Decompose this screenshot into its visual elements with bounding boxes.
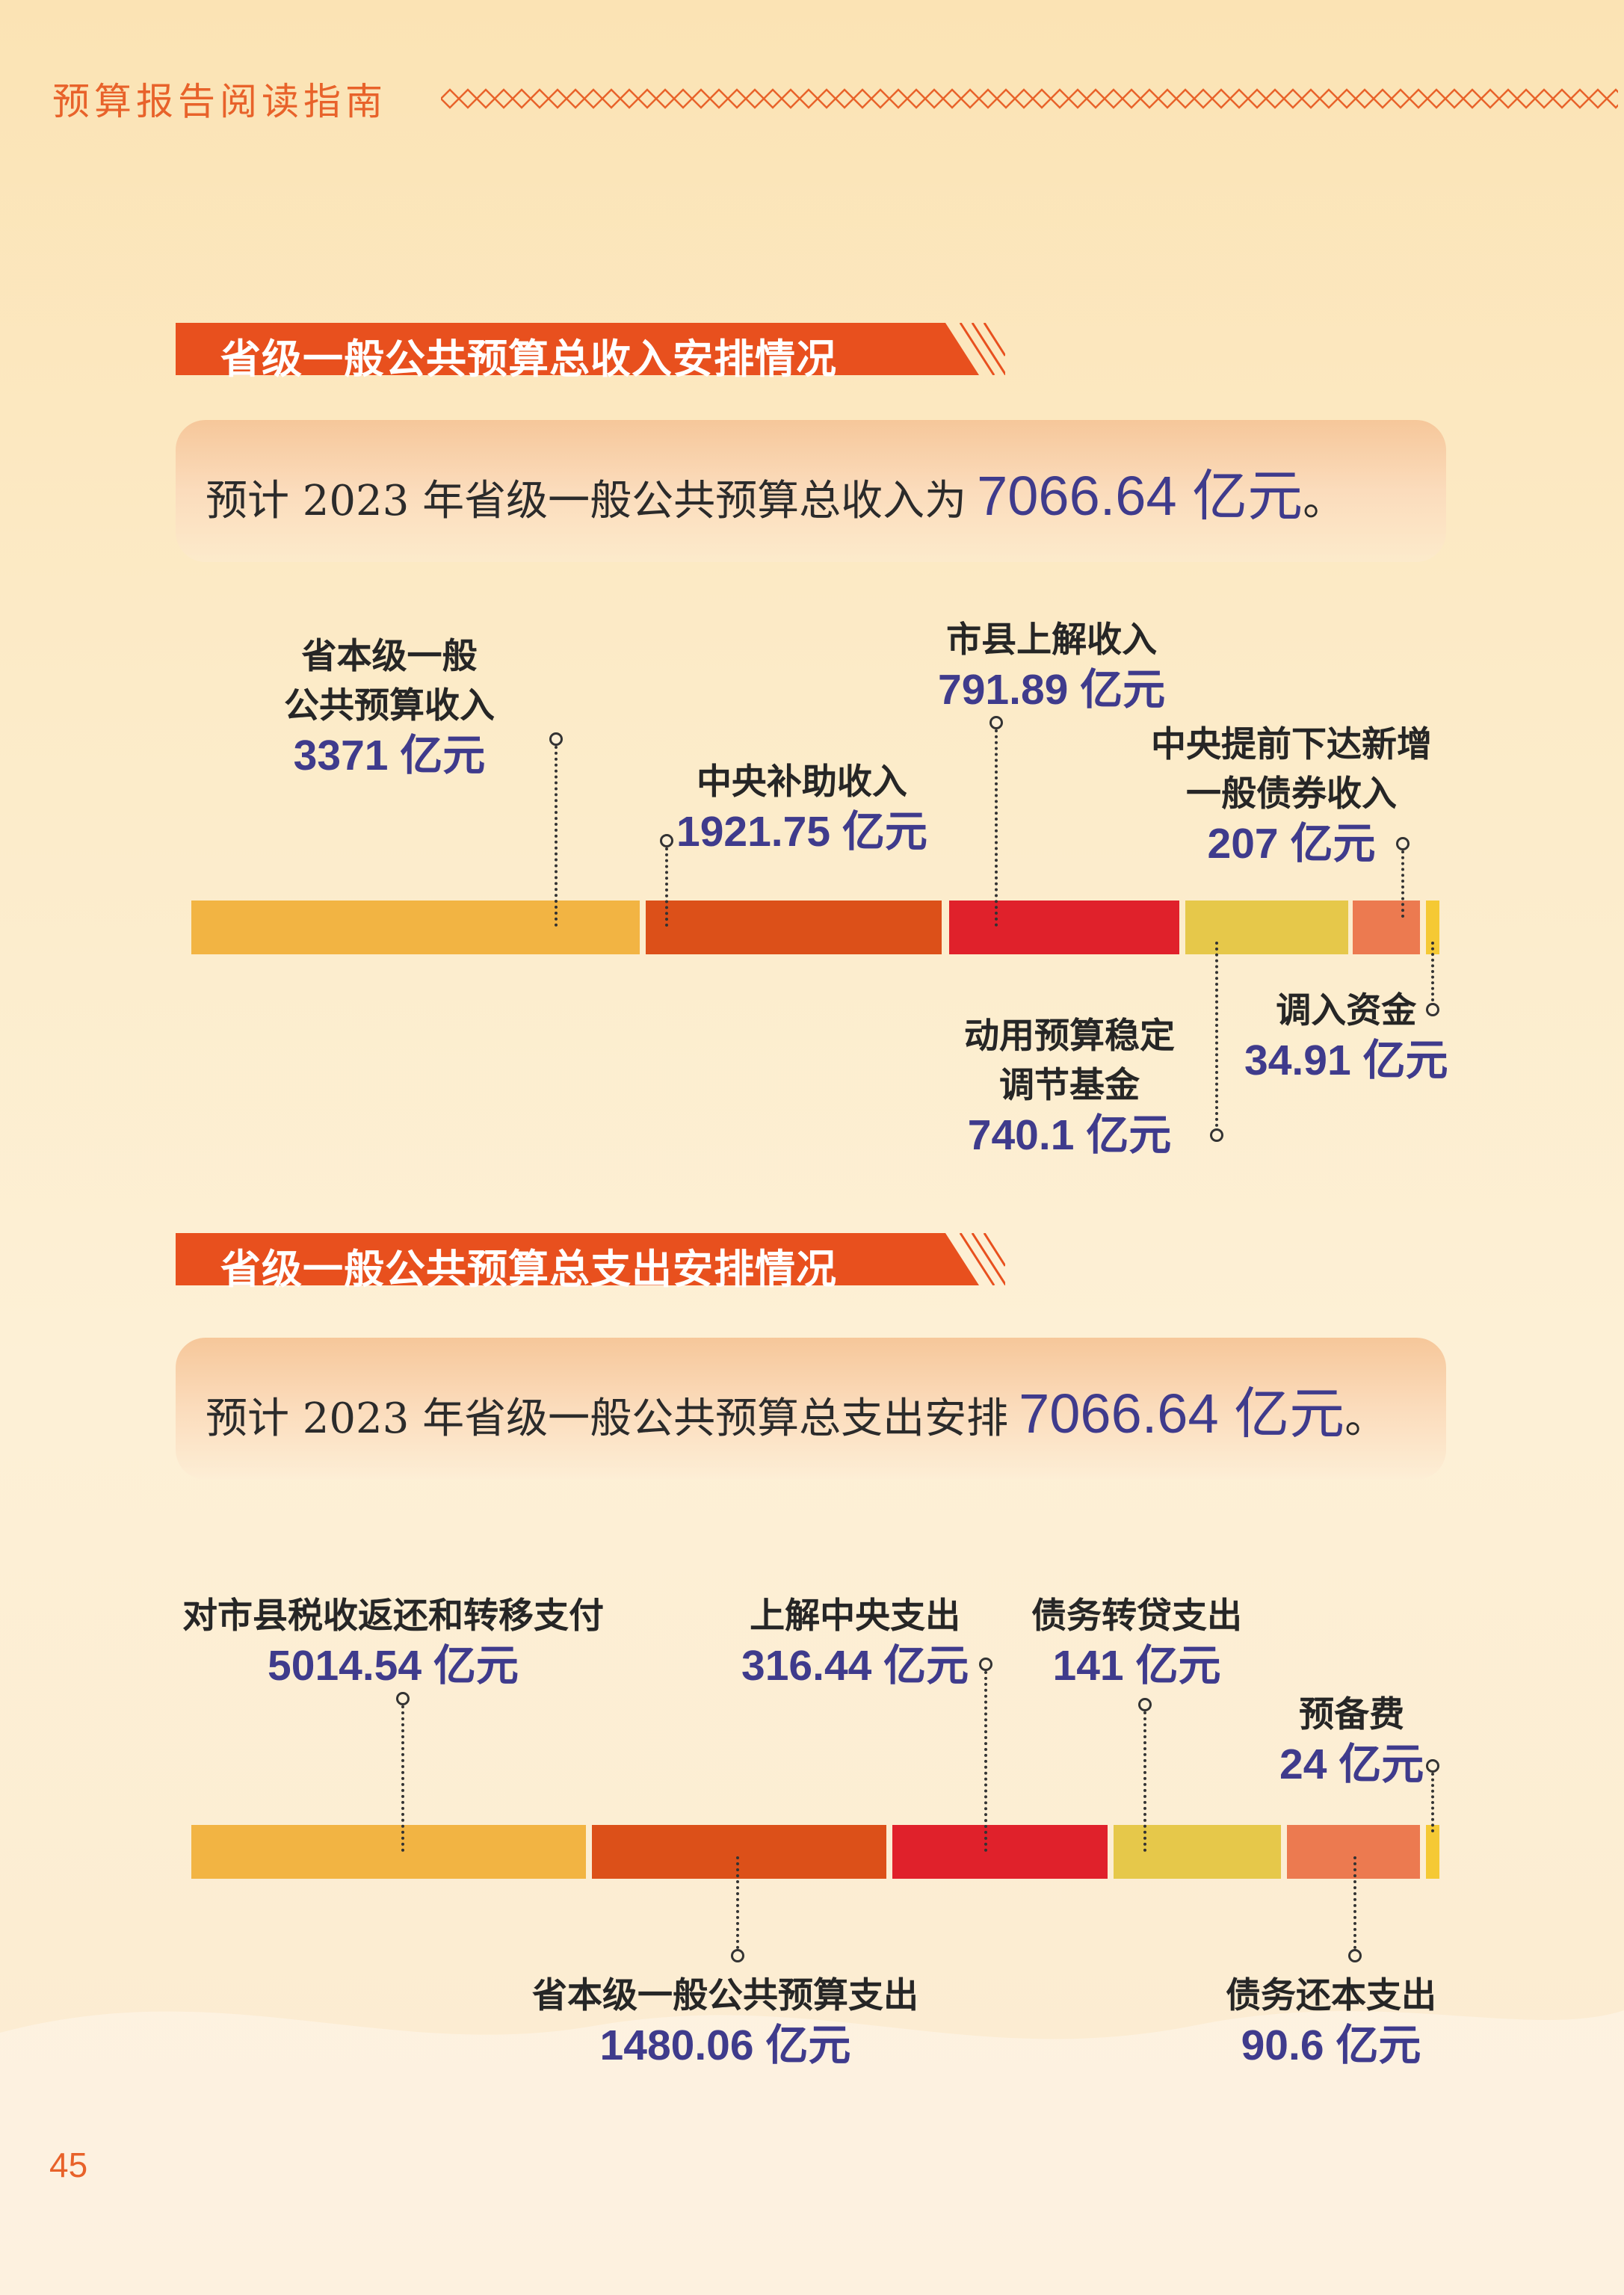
income-label-transfer-funds: 调入资金 34.91 亿元 — [1244, 990, 1448, 1084]
income-bar-segment-3 — [949, 901, 1179, 954]
expenditure-summary-box: 预计 2023 年省级一般公共预算总支出安排 7066.64 亿元。 — [176, 1338, 1446, 1480]
leader-dot — [979, 1658, 992, 1671]
leader-line — [1215, 942, 1218, 1127]
leader-line — [401, 1705, 404, 1852]
income-label-county-remit: 市县上解收入 791.89 亿元 — [938, 620, 1166, 714]
exp-label-debt-principal: 债务还本支出 90.6 亿元 — [1226, 1975, 1436, 2069]
expenditure-summary-prefix: 预计 2023 年省级一般公共预算总支出安排 — [206, 1394, 1009, 1443]
income-summary-text: 预计 2023 年省级一般公共预算总收入为 7066.64 亿元。 — [206, 451, 1344, 531]
income-summary-suffix: 。 — [1303, 477, 1345, 525]
guide-title: 预算报告阅读指南 — [52, 80, 387, 123]
leader-dot — [549, 732, 563, 746]
income-section-header: 省级一般公共预算总收入安排情况 — [176, 323, 1005, 383]
leader-dot — [1138, 1698, 1152, 1711]
expenditure-bar-segment-4 — [1114, 1825, 1281, 1879]
income-value-central-subsidy: 1921.75 亿元 — [676, 808, 927, 856]
exp-value-county-transfers: 5014.54 亿元 — [268, 1642, 519, 1690]
income-label-new-bonds: 中央提前下达新增 一般债券收入 207 亿元 — [1151, 724, 1432, 868]
exp-label-reserve-fund: 预备费 24 亿元 — [1279, 1694, 1424, 1788]
leader-line — [1431, 942, 1434, 1001]
leader-dot — [731, 1949, 744, 1962]
income-bar-segment-6 — [1426, 901, 1439, 954]
leader-line — [1401, 850, 1404, 918]
exp-label-central-remit: 上解中央支出 316.44 亿元 — [741, 1596, 969, 1690]
leader-dot — [989, 716, 1003, 729]
leader-line — [995, 729, 998, 927]
exp-label-debt-onlending: 债务转贷支出 141 亿元 — [1031, 1596, 1242, 1690]
leader-line — [984, 1671, 987, 1852]
leader-dot — [660, 834, 673, 847]
expenditure-bar-segment-6 — [1426, 1825, 1439, 1879]
income-bar-segment-1 — [191, 901, 640, 954]
leader-line — [555, 746, 558, 927]
income-label-stabilization-fund: 动用预算稳定 调节基金 740.1 亿元 — [964, 1016, 1175, 1159]
leader-dot — [1348, 1949, 1362, 1962]
leader-line — [1431, 1773, 1434, 1832]
page-number: 45 — [49, 2146, 88, 2184]
leader-line — [665, 847, 668, 927]
expenditure-summary-text: 预计 2023 年省级一般公共预算总支出安排 7066.64 亿元。 — [206, 1369, 1386, 1449]
expenditure-summary-amount: 7066.64 亿元 — [1019, 1383, 1345, 1445]
background-hill — [0, 2010, 1624, 2295]
leader-dot — [396, 1692, 410, 1705]
exp-label-provincial-spending: 省本级一般公共预算支出 1480.06 亿元 — [532, 1975, 918, 2069]
leader-dot — [1426, 1759, 1439, 1773]
income-label-provincial-revenue: 省本级一般 公共预算收入 3371 亿元 — [284, 636, 495, 779]
exp-value-provincial-spending: 1480.06 亿元 — [599, 2021, 851, 2069]
income-value-stabilization-fund: 740.1 亿元 — [967, 1111, 1172, 1159]
income-value-new-bonds: 207 亿元 — [1207, 820, 1376, 868]
zigzag-decoration — [441, 84, 1618, 114]
expenditure-section-title: 省级一般公共预算总支出安排情况 — [220, 1246, 837, 1293]
exp-value-debt-principal: 90.6 亿元 — [1241, 2021, 1421, 2069]
expenditure-bar-segment-3 — [892, 1825, 1108, 1879]
exp-value-debt-onlending: 141 亿元 — [1052, 1642, 1221, 1690]
leader-line — [736, 1856, 739, 1949]
leader-line — [1353, 1856, 1356, 1949]
income-bar-segment-5 — [1353, 901, 1420, 954]
income-label-central-subsidy: 中央补助收入 1921.75 亿元 — [676, 762, 927, 856]
expenditure-bar-segment-2 — [592, 1825, 886, 1879]
leader-line — [1143, 1711, 1146, 1852]
income-summary-amount: 7066.64 亿元 — [977, 465, 1303, 527]
expenditure-bar-segment-1 — [191, 1825, 586, 1879]
income-summary-box: 预计 2023 年省级一般公共预算总收入为 7066.64 亿元。 — [176, 420, 1446, 562]
leader-dot — [1396, 837, 1410, 850]
leader-dot — [1210, 1128, 1223, 1142]
income-value-provincial-revenue: 3371 亿元 — [293, 732, 486, 779]
income-bar-segment-4 — [1185, 901, 1348, 954]
expenditure-summary-suffix: 。 — [1344, 1394, 1387, 1443]
expenditure-section-header: 省级一般公共预算总支出安排情况 — [176, 1233, 1005, 1293]
income-bar-segment-2 — [646, 901, 942, 954]
income-summary-prefix: 预计 2023 年省级一般公共预算总收入为 — [206, 477, 967, 525]
leader-dot — [1426, 1003, 1439, 1016]
income-value-transfer-funds: 34.91 亿元 — [1244, 1037, 1448, 1084]
exp-value-reserve-fund: 24 亿元 — [1279, 1740, 1424, 1788]
income-value-county-remit: 791.89 亿元 — [938, 666, 1166, 714]
income-section-title: 省级一般公共预算总收入安排情况 — [220, 336, 837, 383]
exp-value-central-remit: 316.44 亿元 — [741, 1642, 969, 1690]
exp-label-county-transfers: 对市县税收返还和转移支付 5014.54 亿元 — [182, 1596, 604, 1690]
